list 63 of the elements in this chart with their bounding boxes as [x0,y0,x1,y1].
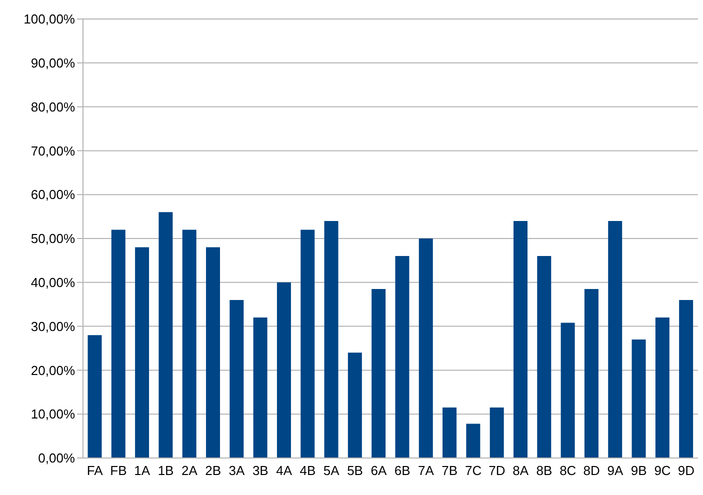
bar [466,424,480,458]
bar [230,300,244,458]
x-tick-label: 8C [560,463,576,478]
x-tick-label: FA [86,463,104,478]
y-tick-label: 40,00% [30,275,76,290]
x-tick-label: 7D [488,463,506,478]
x-tick-label: 4B [300,463,316,478]
bar [679,300,694,458]
bar [135,247,150,458]
x-tick-label: 1A [134,463,150,478]
bar [442,408,457,458]
y-tick-label: 10,00% [30,406,76,422]
y-tick-label: 80,00% [30,99,76,114]
x-tick-label: 6B [394,463,410,478]
x-tick-label: 1B [158,463,174,478]
x-tick-label: 6A [370,463,387,478]
bar [300,230,315,458]
bar [206,247,220,458]
y-tick-label: 30,00% [30,318,76,334]
x-tick-label: FB [110,463,127,478]
y-tick-label: 100,00% [24,12,76,27]
bar [276,282,291,458]
bar [253,318,268,458]
x-tick-label: 4A [276,463,292,478]
bar [324,220,338,458]
x-tick-label: 3B [252,463,268,478]
bar [372,288,386,458]
bar [584,288,598,458]
x-tick-label: 9B [630,463,647,478]
bar [88,335,102,458]
y-tick-label: 70,00% [30,143,76,158]
bar [418,238,433,458]
x-tick-label: 8B [536,463,552,478]
y-tick-label: 0,00% [38,450,76,466]
bar [514,220,528,458]
bar [182,230,196,458]
bar [537,256,552,458]
x-tick-label: 9A [607,463,624,478]
x-tick-label: 5B [347,463,363,478]
x-tick-label: 9C [654,463,671,478]
bar [395,256,410,458]
x-tick-label: 5A [323,463,340,478]
x-tick-label: 7A [418,463,434,478]
x-tick-label: 9D [678,463,694,478]
bar [560,322,575,458]
bar [158,212,173,458]
x-tick-label: 7B [442,463,458,478]
y-tick-label: 90,00% [30,56,76,71]
bar [608,220,622,458]
y-tick-label: 20,00% [30,362,76,378]
x-tick-label: 2B [205,463,222,478]
x-tick-label: 8A [512,463,529,478]
y-tick-label: 60,00% [30,187,76,202]
x-tick-label: 3A [228,463,246,478]
y-tick-label: 50,00% [30,231,76,246]
bar [655,318,670,458]
bar [490,408,504,458]
bar [348,352,362,458]
x-tick-label: 8D [583,463,600,478]
x-tick-label: 2A [181,463,198,478]
bar [632,339,646,458]
bar [111,230,126,458]
x-tick-label: 7C [464,463,482,478]
